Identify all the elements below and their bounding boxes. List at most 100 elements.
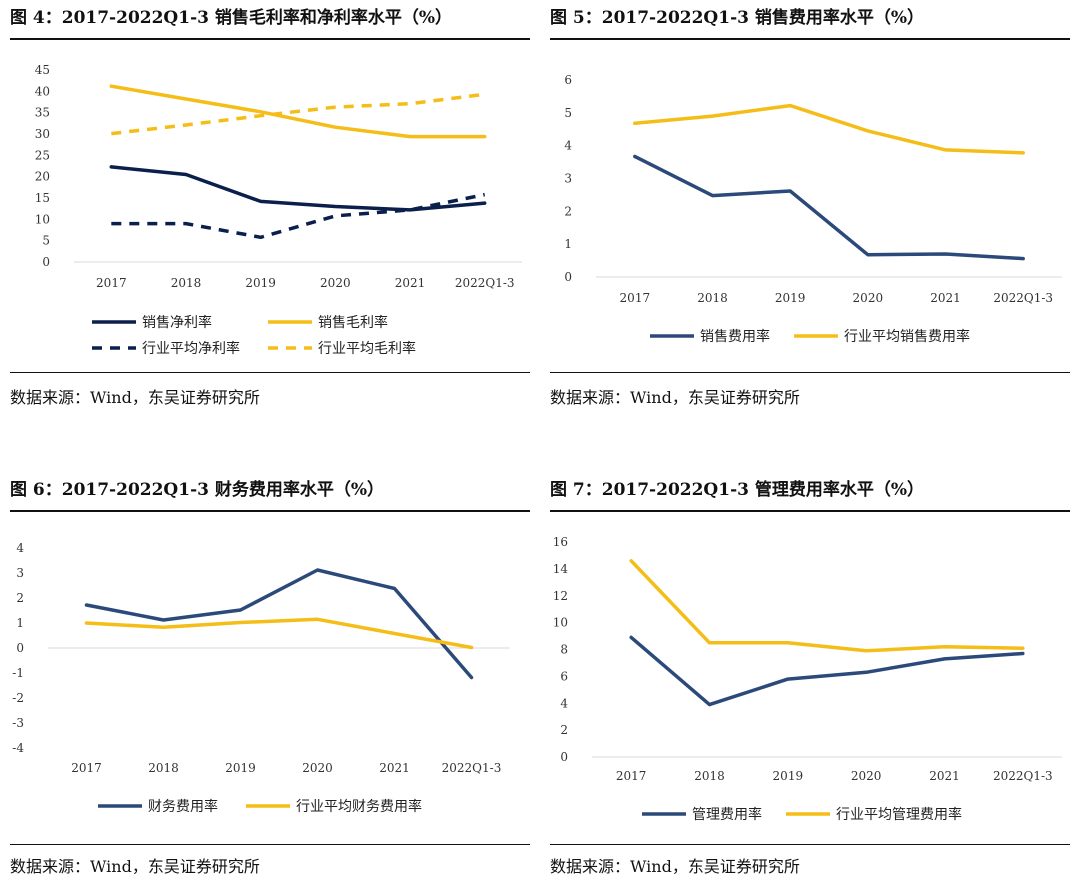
y-tick-label: 6 [564, 73, 572, 87]
y-tick-label: 12 [553, 589, 568, 603]
legend-label: 财务费用率 [148, 798, 218, 815]
x-tick-label: 2021 [929, 769, 960, 783]
y-tick-label: 45 [35, 63, 50, 77]
series-line-3 [111, 192, 486, 240]
title-divider [550, 38, 1070, 40]
chart-panel-fig6: 图 6：2017-2022Q1-3 财务费用率水平（%） -4 -3 -2 -1 0 1 2… [10, 476, 530, 881]
y-tick-label: 25 [35, 148, 50, 162]
x-tick-label: 2018 [697, 291, 728, 305]
x-tick-label: 2021 [379, 761, 410, 775]
legend-label: 行业平均财务费用率 [296, 798, 422, 815]
y-tick-label: 4 [560, 696, 568, 710]
x-tick-label: 2022Q1-3 [993, 291, 1053, 305]
y-tick-label: 30 [35, 127, 50, 141]
chart-fig5: 0 1 2 3 4 5 6 2017 2018 2019 2020 2021 2022Q1-3 销售费用率… [564, 73, 1062, 345]
legend-label: 管理费用率 [692, 806, 762, 823]
y-tick-label: -2 [12, 691, 24, 705]
x-tick-label: 2019 [225, 761, 256, 775]
y-tick-label: 2 [560, 723, 568, 737]
chart-divider [550, 844, 1070, 845]
y-tick-label: 1 [16, 616, 24, 630]
y-tick-label: 3 [564, 172, 572, 186]
chart-fig4: 0 5 10 15 20 25 30 35 40 45 2017 2018 2019 2020 2021 20… [35, 63, 522, 357]
y-tick-label: 0 [560, 750, 568, 764]
x-tick-label: 2019 [773, 769, 804, 783]
legend-label: 行业平均管理费用率 [836, 806, 962, 823]
y-tick-label: 40 [35, 84, 50, 98]
y-tick-label: 2 [16, 591, 24, 605]
x-tick-label: 2019 [775, 291, 806, 305]
series-line-1 [84, 568, 474, 680]
legend-label: 销售毛利率 [318, 314, 388, 331]
x-tick-label: 2018 [148, 761, 179, 775]
series-line-1 [633, 154, 1025, 261]
x-tick-label: 2020 [320, 276, 351, 290]
chart-title: 图 7：2017-2022Q1-3 管理费用率水平（%） [550, 480, 925, 500]
y-tick-label: 10 [553, 616, 568, 630]
y-tick-label: 4 [16, 541, 24, 555]
y-tick-label: 3 [16, 566, 24, 580]
x-tick-label: 2019 [245, 276, 276, 290]
chart-divider [550, 372, 1070, 373]
x-tick-label: 2021 [395, 276, 426, 290]
y-tick-label: 6 [560, 669, 568, 683]
chart-title: 图 4：2017-2022Q1-3 销售毛利率和净利率水平（%） [10, 8, 453, 28]
y-tick-label: 0 [42, 255, 50, 269]
series-line-4 [111, 92, 485, 136]
title-divider [10, 38, 530, 40]
y-tick-label: -1 [12, 666, 24, 680]
x-tick-label: 2022Q1-3 [455, 276, 515, 290]
chart-divider [10, 844, 530, 845]
x-tick-label: 2018 [171, 276, 202, 290]
chart-fig7: 0 2 4 6 8 10 12 14 16 2017 2018 2019 2020 2021 2022Q1-… [553, 535, 1062, 823]
y-tick-label: -4 [12, 741, 24, 755]
x-tick-label: 2017 [616, 769, 647, 783]
x-tick-label: 2020 [853, 291, 884, 305]
chart-title: 图 5：2017-2022Q1-3 销售费用率水平（%） [550, 8, 925, 28]
series-line-1 [629, 635, 1025, 707]
series-line-2 [84, 617, 474, 650]
y-tick-label: 15 [35, 191, 50, 205]
y-tick-label: 8 [560, 643, 568, 657]
series-line-2 [629, 559, 1025, 653]
title-divider [10, 510, 530, 512]
x-tick-label: 2021 [930, 291, 961, 305]
y-tick-label: 5 [42, 234, 50, 248]
x-tick-label: 2017 [620, 291, 651, 305]
y-tick-label: 0 [16, 641, 24, 655]
y-tick-label: 0 [564, 270, 572, 284]
chart-divider [10, 372, 530, 373]
y-tick-label: 4 [564, 139, 572, 153]
chart-panel-fig7: 图 7：2017-2022Q1-3 管理费用率水平（%） 0 2 4 6 8 10 12 14… [550, 476, 1070, 881]
x-tick-label: 2018 [694, 769, 725, 783]
y-tick-label: 16 [553, 535, 568, 549]
legend-label: 行业平均销售费用率 [844, 328, 970, 345]
y-tick-label: 2 [564, 204, 572, 218]
x-tick-label: 2017 [71, 761, 102, 775]
title-divider [550, 510, 1070, 512]
x-tick-label: 2020 [851, 769, 882, 783]
x-tick-label: 2022Q1-3 [993, 769, 1053, 783]
y-tick-label: -3 [12, 716, 24, 730]
source-note: 数据来源：Wind，东吴证券研究所 [550, 857, 800, 876]
legend-label: 销售净利率 [142, 314, 212, 331]
chart-fig6: -4 -3 -2 -1 0 1 2 3 4 2017 2018 2019 2020 2021 2022Q1-… [12, 541, 510, 815]
y-tick-label: 1 [564, 237, 572, 251]
x-tick-label: 2017 [96, 276, 127, 290]
y-tick-label: 10 [35, 212, 50, 226]
y-tick-label: 20 [35, 170, 50, 184]
series-line-1 [109, 165, 487, 212]
source-note: 数据来源：Wind，东吴证券研究所 [10, 388, 260, 407]
chart-title: 图 6：2017-2022Q1-3 财务费用率水平（%） [10, 480, 385, 500]
source-note: 数据来源：Wind，东吴证券研究所 [550, 388, 800, 407]
chart-panel-fig5: 图 5：2017-2022Q1-3 销售费用率水平（%） 0 1 2 3 4 5 6 2017… [550, 4, 1070, 424]
source-note: 数据来源：Wind，东吴证券研究所 [10, 857, 260, 876]
series-line-2 [633, 103, 1025, 155]
x-tick-label: 2020 [302, 761, 333, 775]
y-tick-label: 5 [564, 106, 572, 120]
legend-label: 销售费用率 [700, 328, 770, 345]
x-tick-label: 2022Q1-3 [442, 761, 502, 775]
series-line-2 [109, 84, 487, 139]
chart-panel-fig4: 图 4：2017-2022Q1-3 销售毛利率和净利率水平（%） 0 5 10 15 2… [10, 4, 530, 424]
y-tick-label: 14 [553, 562, 569, 576]
